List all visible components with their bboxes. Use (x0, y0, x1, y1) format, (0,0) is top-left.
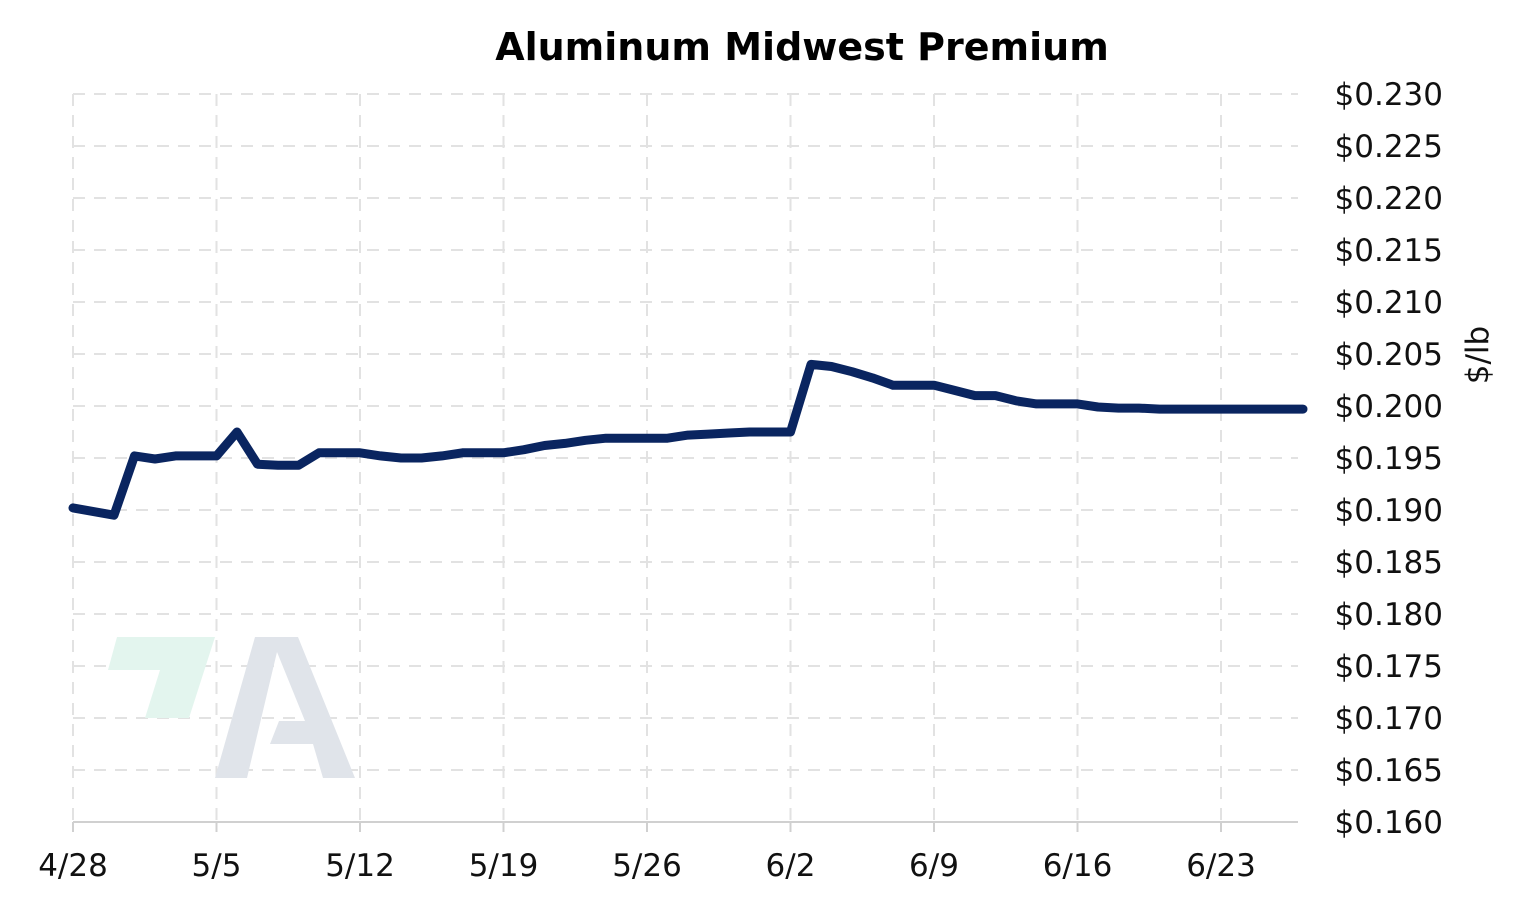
x-tick-label: 4/28 (38, 848, 108, 884)
y-tick-label: $0.230 (1335, 77, 1443, 113)
y-tick-label: $0.215 (1335, 233, 1443, 269)
y-tick-label: $0.175 (1335, 649, 1443, 685)
y-tick-label: $0.220 (1335, 181, 1443, 217)
x-tick-label: 6/16 (1043, 848, 1113, 884)
y-tick-label: $0.195 (1335, 441, 1443, 477)
y-tick-label: $0.185 (1335, 545, 1443, 581)
y-tick-label: $0.190 (1335, 493, 1443, 529)
y-tick-label: $0.160 (1335, 805, 1443, 841)
x-tick-label: 6/9 (909, 848, 959, 884)
x-tick-label: 5/12 (325, 848, 395, 884)
series-layer (68, 359, 1308, 520)
x-tick-label: 6/23 (1186, 848, 1256, 884)
y-tick-label: $0.225 (1335, 129, 1443, 165)
x-tick-label: 5/19 (469, 848, 539, 884)
x-tick-label: 5/5 (192, 848, 242, 884)
logo-letter-a (215, 637, 355, 778)
y-tick-label: $0.200 (1335, 389, 1443, 425)
x-tick-label: 5/26 (612, 848, 682, 884)
logo-watermark (108, 637, 355, 778)
y-tick-label: $0.165 (1335, 753, 1443, 789)
series-line (68, 359, 1308, 520)
y-tick-label: $0.210 (1335, 285, 1443, 321)
y-tick-label: $0.180 (1335, 597, 1443, 633)
logo-green-mark (108, 637, 215, 718)
y-axis-ticks: $0.230 $0.225 $0.220 $0.215 $0.210 $0.205 $0.2… (1335, 77, 1443, 841)
y-axis-label: $/lb (1460, 326, 1496, 384)
y-tick-label: $0.205 (1335, 337, 1443, 373)
chart-title: Aluminum Midwest Premium (495, 25, 1109, 69)
y-tick-label: $0.170 (1335, 701, 1443, 737)
x-axis-ticks: 4/28 5/5 5/12 5/19 5/26 6/2 6/9 6/16 6/23 (38, 848, 1256, 884)
x-tick-label: 6/2 (766, 848, 816, 884)
axes (72, 821, 1298, 832)
